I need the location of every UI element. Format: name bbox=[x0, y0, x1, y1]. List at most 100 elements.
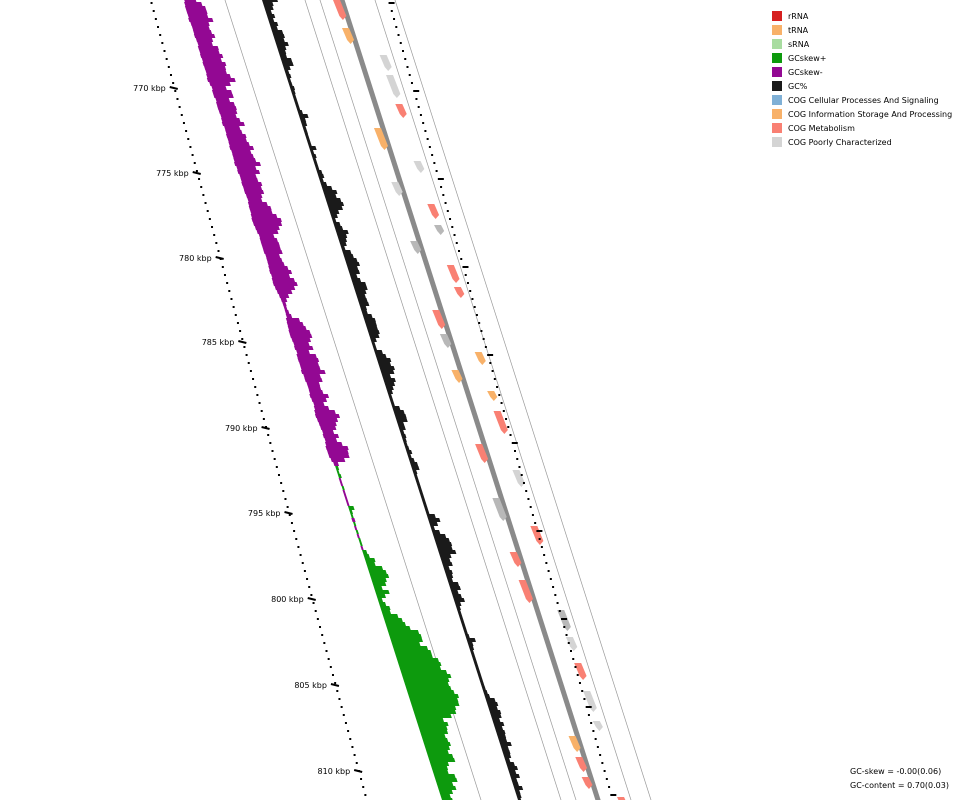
cog-metabolism-gene bbox=[432, 310, 446, 329]
outer-major-tick bbox=[462, 266, 469, 268]
gc-content-bar bbox=[457, 610, 462, 614]
gc-skew-neg-bar bbox=[242, 186, 263, 190]
cog-info-gene bbox=[474, 352, 486, 365]
gc-content-bar bbox=[513, 786, 524, 790]
outer-major-tick bbox=[561, 618, 568, 620]
gc-skew-neg-bar bbox=[218, 110, 238, 114]
gc-content-bar bbox=[267, 18, 275, 22]
outer-tick bbox=[440, 186, 443, 188]
outer-tick bbox=[489, 362, 492, 364]
legend-swatch bbox=[772, 53, 782, 63]
outer-tick bbox=[478, 322, 481, 324]
gc-content-bar bbox=[454, 602, 462, 606]
cog-metabolism-gene bbox=[574, 663, 587, 680]
gc-skew-neg-bar bbox=[354, 526, 358, 530]
ruler-dot bbox=[323, 642, 326, 644]
gc-content-bar bbox=[399, 430, 405, 434]
gc-content-bar bbox=[510, 778, 518, 782]
outer-tick bbox=[408, 74, 411, 76]
outer-tick bbox=[410, 82, 413, 84]
gc-content-bar bbox=[329, 210, 340, 214]
outer-major-tick bbox=[536, 530, 543, 532]
legend-label: COG Metabolism bbox=[788, 123, 855, 133]
gc-skew-pos-bar bbox=[429, 762, 450, 766]
ruler-tick bbox=[284, 511, 293, 515]
ruler-dot bbox=[202, 194, 205, 196]
gc-skew-pos-bar bbox=[385, 622, 406, 626]
outer-major-tick bbox=[511, 442, 518, 444]
gc-content-bar bbox=[481, 686, 486, 690]
gc-content-bar bbox=[331, 218, 337, 222]
outer-tick bbox=[518, 466, 521, 468]
legend-item-cog-cellular: COG Cellular Processes And Signaling bbox=[772, 93, 952, 107]
gc-content-bar bbox=[321, 186, 333, 190]
outer-tick bbox=[422, 122, 425, 124]
gc-skew-pos-bar bbox=[409, 698, 459, 702]
gc-content-bar bbox=[280, 58, 293, 62]
ruler-dot bbox=[163, 50, 166, 52]
guide-line bbox=[394, 0, 652, 800]
unclassified-gene bbox=[557, 610, 571, 631]
gc-content-bar bbox=[514, 790, 521, 794]
gc-content-bar bbox=[444, 570, 453, 574]
gc-content-track bbox=[262, 0, 524, 800]
outer-tick bbox=[460, 258, 463, 260]
gc-skew-pos-bar bbox=[418, 726, 448, 730]
gc-content-bar bbox=[327, 206, 343, 210]
gc-skew-neg-bar bbox=[199, 54, 224, 58]
outer-tick bbox=[402, 50, 404, 52]
outer-tick bbox=[594, 738, 597, 740]
gc-skew-neg-bar bbox=[276, 290, 293, 294]
gc-skew-pos-bar bbox=[369, 574, 390, 578]
ruler-dot bbox=[277, 474, 280, 476]
gc-content-bar bbox=[334, 226, 344, 230]
gc-content-bar bbox=[493, 722, 505, 726]
outer-tick bbox=[567, 642, 570, 644]
legend-label: COG Information Storage And Processing bbox=[788, 109, 953, 119]
outer-tick bbox=[587, 714, 590, 716]
gc-skew-neg-bar bbox=[266, 258, 283, 262]
gc-skew-neg-bar bbox=[308, 390, 324, 394]
gc-skew-neg-bar bbox=[201, 58, 222, 62]
gc-skew-neg-bar bbox=[233, 158, 257, 162]
ruler-dot bbox=[347, 730, 350, 732]
cog-metabolism-gene bbox=[509, 552, 522, 567]
gc-skew-neg-bar bbox=[193, 34, 216, 38]
gc-content-bar bbox=[422, 502, 427, 506]
cog-metabolism-gene bbox=[575, 757, 588, 772]
legend-swatch bbox=[772, 25, 782, 35]
gc-skew-neg-bar bbox=[316, 418, 339, 422]
ruler-dot bbox=[247, 362, 250, 364]
cog-info-gene bbox=[451, 370, 463, 383]
gc-content-bar bbox=[503, 754, 512, 758]
outer-tick bbox=[505, 418, 508, 420]
legend-item-cog-info: COG Information Storage And Processing bbox=[772, 107, 952, 121]
outer-major-tick bbox=[610, 794, 617, 796]
gc-content-bar bbox=[335, 230, 349, 234]
cog-metabolism-gene bbox=[493, 411, 508, 434]
gc-skew-neg-bar bbox=[211, 86, 227, 90]
gc-content-stat: GC-content = 0.70(0.03) bbox=[850, 781, 949, 790]
outer-tick bbox=[563, 626, 566, 628]
outer-tick bbox=[466, 282, 469, 284]
gc-content-bar bbox=[315, 166, 320, 170]
gc-content-bar bbox=[326, 202, 345, 206]
legend-item-cog-poorly: COG Poorly Characterized bbox=[772, 135, 952, 149]
guide-line bbox=[304, 0, 562, 800]
outer-tick bbox=[552, 586, 555, 588]
outer-tick bbox=[404, 58, 407, 60]
gc-skew-pos-bar bbox=[350, 514, 354, 518]
ruler-dot bbox=[178, 106, 181, 108]
ruler-dot bbox=[223, 274, 226, 276]
gc-skew-neg-bar bbox=[269, 270, 293, 274]
outer-major-tick bbox=[388, 2, 395, 4]
gc-content-bar bbox=[286, 78, 292, 82]
ruler-dot bbox=[316, 618, 319, 620]
gc-content-bar bbox=[384, 382, 396, 386]
gc-skew-neg-bar bbox=[271, 274, 291, 278]
gc-skew-pos-bar bbox=[434, 778, 458, 782]
gc-skew-pos-bar bbox=[438, 790, 454, 794]
ruler-dot bbox=[161, 42, 164, 44]
outer-tick bbox=[480, 330, 483, 332]
kbp-ruler: 770 kbp 775 kbp 780 kbp 785 kbp 790 kbp 795 k… bbox=[133, 2, 367, 796]
